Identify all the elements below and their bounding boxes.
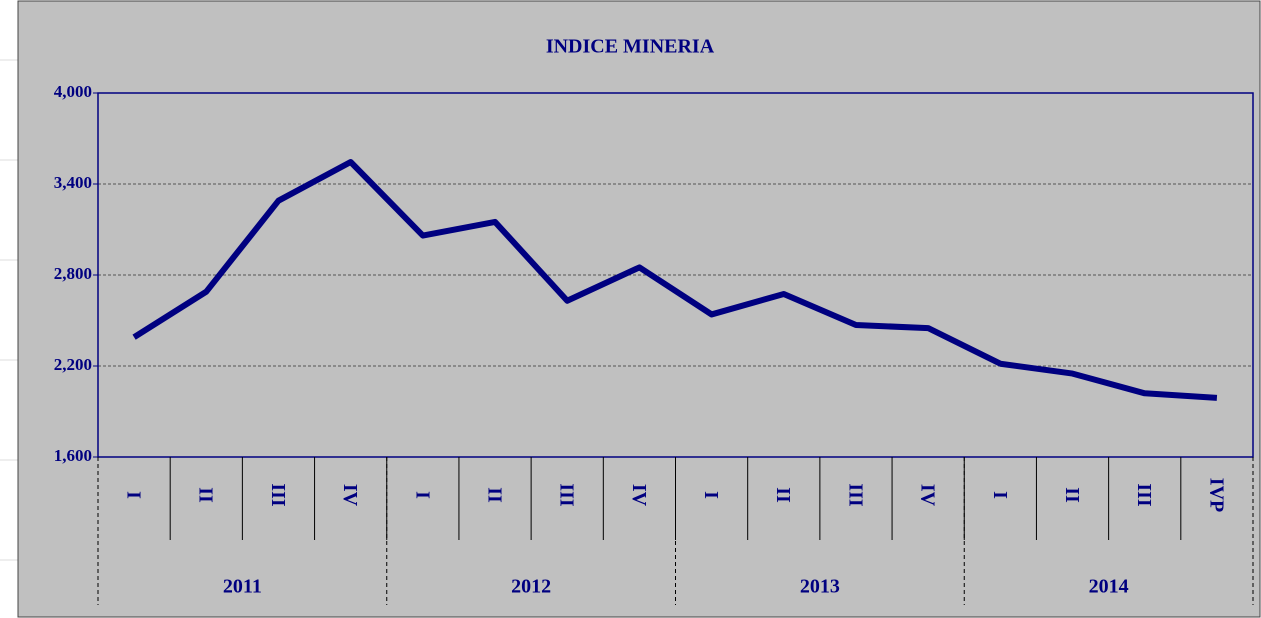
x-tick-label: I <box>989 491 1011 499</box>
group-label: 2011 <box>223 576 262 598</box>
x-tick-label: III <box>267 483 289 507</box>
x-tick-label: II <box>195 487 217 503</box>
x-tick-label: I <box>700 491 722 499</box>
x-tick-label: III <box>556 483 578 507</box>
x-tick-label: IV <box>917 484 939 507</box>
chart-area <box>17 0 1261 618</box>
data-line <box>132 159 1218 401</box>
x-tick-label: IV <box>339 484 361 507</box>
group-label: 2014 <box>1089 576 1129 598</box>
x-tick-label: II <box>1061 487 1083 503</box>
y-tick-label: 2,200 <box>54 355 92 374</box>
group-label: 2013 <box>800 576 840 598</box>
y-tick-label: 1,600 <box>54 446 92 465</box>
y-tick-label: 4,000 <box>54 82 92 101</box>
group-label: 2012 <box>511 576 551 598</box>
chart-title: INDICE MINERIA <box>546 36 715 58</box>
x-tick-label: II <box>483 487 505 503</box>
x-tick-label: I <box>123 491 145 499</box>
x-tick-label: IVP <box>1205 478 1227 512</box>
x-tick-label: IV <box>628 484 650 507</box>
x-tick-label: I <box>411 491 433 499</box>
x-tick-label: III <box>1133 483 1155 507</box>
x-tick-label: II <box>772 487 794 503</box>
x-tick-label: III <box>844 483 866 507</box>
y-tick-label: 2,800 <box>54 264 92 283</box>
y-tick-label: 3,400 <box>54 173 92 192</box>
